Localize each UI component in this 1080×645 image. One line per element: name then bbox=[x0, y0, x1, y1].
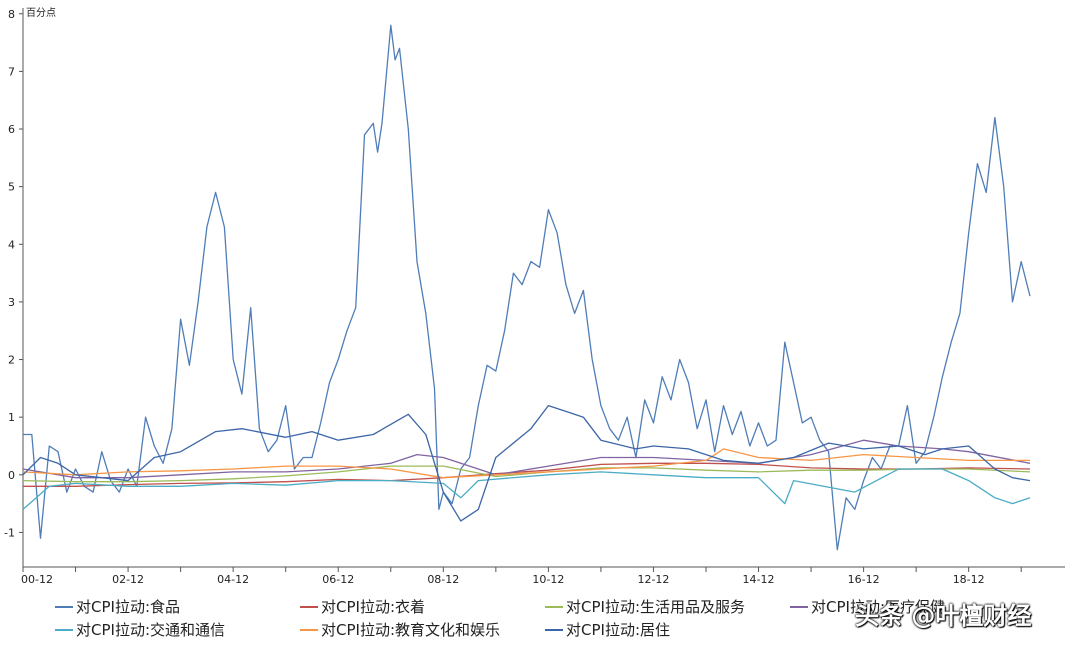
y-tick-label: 4 bbox=[8, 238, 15, 251]
x-tick-label: 14-12 bbox=[743, 573, 775, 586]
legend-label: 对CPI拉动:食品 bbox=[76, 598, 180, 616]
y-tick-label: 1 bbox=[8, 411, 15, 424]
legend-label: 对CPI拉动:交通和通信 bbox=[76, 621, 225, 639]
legend-item: 对CPI拉动:食品 bbox=[55, 596, 180, 617]
legend-swatch bbox=[55, 628, 73, 631]
series-line-2 bbox=[23, 462, 1031, 487]
series-line-4 bbox=[22, 439, 1031, 479]
legend-swatch bbox=[545, 628, 563, 631]
series-line-5 bbox=[22, 468, 1031, 510]
x-tick-label: 04-12 bbox=[217, 573, 249, 586]
series-line-6 bbox=[22, 448, 1030, 479]
legend-swatch bbox=[55, 605, 73, 608]
x-tick-label: 08-12 bbox=[427, 573, 459, 586]
series-line-1 bbox=[23, 24, 1031, 551]
legend-label: 对CPI拉动:医疗保健 bbox=[811, 598, 945, 616]
legend-item: 对CPI拉动:衣着 bbox=[300, 596, 425, 617]
legend-swatch bbox=[300, 628, 318, 631]
y-tick-label: 0 bbox=[8, 469, 15, 482]
legend-item: 对CPI拉动:交通和通信 bbox=[55, 619, 225, 640]
legend-item: 对CPI拉动:生活用品及服务 bbox=[545, 596, 745, 617]
y-tick-label: 8 bbox=[8, 8, 15, 21]
legend-label: 对CPI拉动:居住 bbox=[566, 621, 670, 639]
y-tick-label: 7 bbox=[8, 65, 15, 78]
legend-swatch bbox=[545, 605, 563, 608]
series-line-3 bbox=[22, 465, 1031, 483]
line-chart: 百分点 8 7 6 5 4 3 2 1 0 -1 00-12 02-12 04-12 06-12 08-12 1… bbox=[4, 7, 1065, 586]
legend-label: 对CPI拉动:教育文化和娱乐 bbox=[321, 621, 500, 639]
x-tick-label: 00-12 bbox=[21, 573, 53, 586]
x-tick-label: 02-12 bbox=[112, 573, 144, 586]
x-tick-label: 06-12 bbox=[322, 573, 354, 586]
y-tick-label: 3 bbox=[8, 296, 15, 309]
series-line-7 bbox=[22, 404, 1031, 522]
legend-item: 对CPI拉动:居住 bbox=[545, 619, 670, 640]
legend-swatch bbox=[300, 605, 318, 608]
x-tick-label: 16-12 bbox=[848, 573, 880, 586]
legend-item: 对CPI拉动:医疗保健 bbox=[790, 596, 945, 617]
legend-label: 对CPI拉动:衣着 bbox=[321, 598, 425, 616]
legend-label: 对CPI拉动:生活用品及服务 bbox=[566, 598, 745, 616]
x-tick-label: 10-12 bbox=[532, 573, 564, 586]
x-tick-label: 18-12 bbox=[953, 573, 985, 586]
y-tick-label: -1 bbox=[4, 526, 15, 539]
y-tick-label: 6 bbox=[8, 123, 15, 136]
x-tick-label: 12-12 bbox=[637, 573, 669, 586]
legend-item: 对CPI拉动:教育文化和娱乐 bbox=[300, 619, 500, 640]
y-tick-label: 2 bbox=[8, 354, 15, 367]
y-unit-label: 百分点 bbox=[26, 7, 56, 19]
watermark: 头条 @叶檀财经 bbox=[855, 602, 1032, 630]
y-tick-label: 5 bbox=[8, 181, 15, 194]
legend-swatch bbox=[790, 605, 808, 608]
